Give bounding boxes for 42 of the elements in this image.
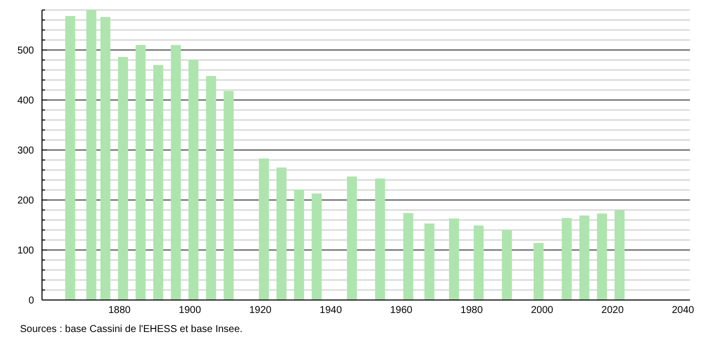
source-note: Sources : base Cassini de l'EHESS et base Insee.: [20, 324, 243, 335]
bar: [258, 158, 269, 300]
y-tick-label: 200: [17, 196, 34, 206]
bar: [614, 210, 625, 300]
bar: [224, 91, 234, 300]
x-tick-label: 1880: [108, 305, 132, 316]
bar: [474, 226, 484, 300]
x-tick-label: 1900: [178, 305, 202, 316]
y-tick-label: 500: [17, 46, 34, 56]
x-tick-label: 1940: [320, 305, 342, 316]
bar: [502, 230, 512, 300]
x-tick-label: 2000: [530, 305, 554, 316]
bar: [188, 60, 198, 300]
bar: [294, 190, 304, 300]
bar: [153, 65, 164, 300]
bar: [100, 17, 110, 300]
bar: [403, 213, 414, 300]
y-tick-label: 100: [17, 246, 34, 256]
x-tick-label: 2040: [672, 305, 695, 316]
bar: [596, 214, 607, 300]
bar: [276, 168, 286, 300]
bar: [86, 10, 96, 300]
bar: [346, 176, 357, 300]
bar: [375, 178, 386, 300]
x-tick-label: 1960: [390, 305, 413, 316]
bar: [534, 243, 544, 300]
bar: [449, 218, 460, 300]
bar: [312, 194, 322, 300]
x-tick-label: 1980: [460, 305, 484, 316]
x-tick-label: 2020: [601, 305, 624, 316]
bar: [206, 76, 216, 300]
bar: [65, 16, 76, 300]
bar: [424, 224, 434, 300]
bar: [118, 57, 128, 300]
bar: [579, 216, 590, 300]
x-tick-label: 1920: [249, 305, 272, 316]
bar: [136, 45, 146, 300]
y-tick-label: 400: [17, 96, 34, 106]
bar: [170, 45, 181, 300]
y-tick-label: 300: [17, 146, 34, 156]
bar: [562, 218, 572, 300]
y-tick-label: 0: [28, 296, 34, 306]
